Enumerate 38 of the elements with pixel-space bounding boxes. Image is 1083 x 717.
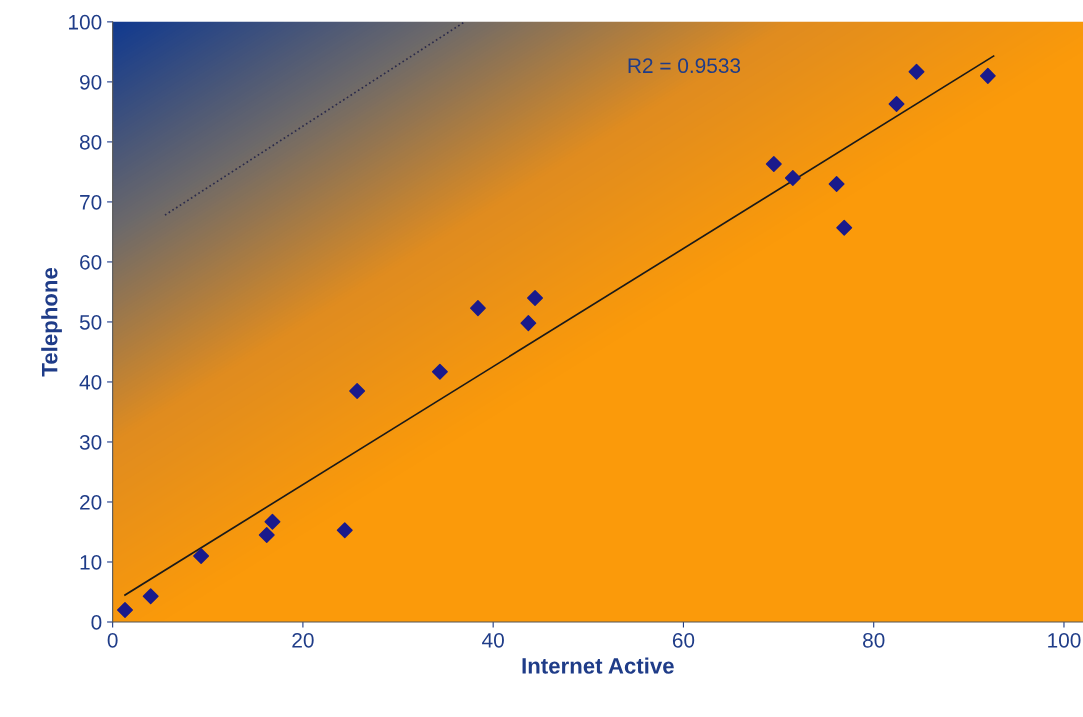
- annotation: R2 = 0.9533: [628, 58, 741, 74]
- point: [520, 315, 537, 332]
- point: [258, 527, 275, 543]
- point: [193, 548, 210, 564]
- y-axis-title: Telephone: [41, 267, 62, 377]
- y-tick-label: 90: [80, 74, 102, 90]
- point: [142, 588, 159, 605]
- y-tick-label: 20: [80, 494, 102, 510]
- y-tick-label: 0: [91, 615, 102, 630]
- y-tick-label: 50: [79, 314, 102, 330]
- y-tick-label: 60: [80, 254, 102, 270]
- point: [836, 219, 853, 236]
- point: [336, 522, 353, 539]
- x-tick-label: 100: [1048, 632, 1081, 648]
- y-tick-label: 70: [80, 194, 102, 210]
- point: [431, 363, 448, 380]
- y-tick-label: 40: [79, 374, 102, 390]
- x-tick-label: 60: [672, 632, 695, 648]
- y-tick-label: 30: [79, 434, 102, 450]
- point: [469, 300, 486, 317]
- point: [264, 513, 281, 530]
- x-tick-label: 20: [292, 632, 314, 648]
- point: [349, 382, 366, 399]
- point: [888, 96, 905, 113]
- point: [117, 602, 133, 618]
- x-tick-label: 0: [107, 632, 118, 648]
- y-tick-label: 80: [79, 134, 102, 150]
- point: [784, 169, 801, 186]
- point: [908, 63, 925, 80]
- x-tick-label: 80: [863, 632, 885, 648]
- x-tick-label: 40: [482, 632, 504, 648]
- point: [979, 67, 996, 84]
- point: [828, 175, 845, 192]
- y-tick-label: 100: [69, 14, 102, 30]
- x-axis-title: Internet Active: [522, 657, 674, 674]
- point: [765, 156, 782, 173]
- y-tick-label: 10: [80, 554, 102, 570]
- point: [527, 289, 544, 306]
